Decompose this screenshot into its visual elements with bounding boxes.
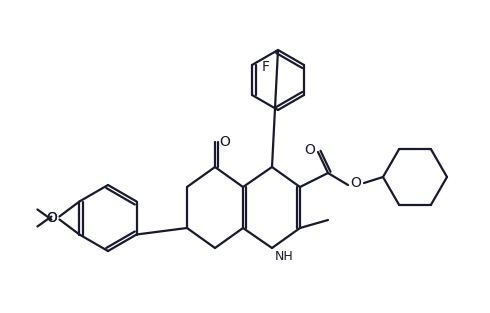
Text: O: O: [46, 211, 57, 224]
Text: NH: NH: [275, 249, 294, 263]
Text: O: O: [305, 143, 316, 157]
Text: O: O: [46, 212, 57, 225]
Text: O: O: [350, 176, 362, 190]
Text: F: F: [262, 60, 270, 74]
Text: O: O: [220, 135, 230, 149]
